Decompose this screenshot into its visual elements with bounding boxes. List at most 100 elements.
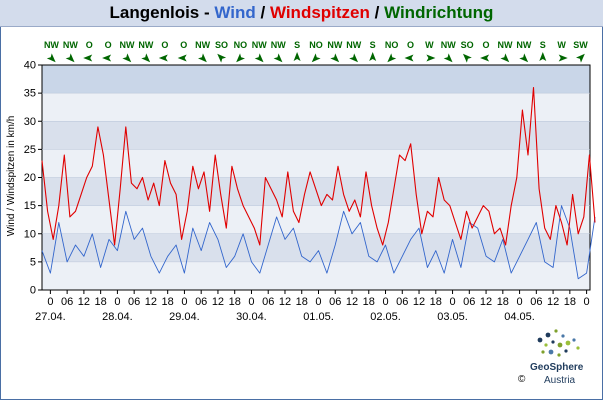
title-gusts: Windspitzen [269, 3, 370, 22]
logo-dot [545, 332, 551, 338]
y-tick-label: 15 [24, 200, 36, 212]
y-tick-label: 40 [24, 60, 36, 72]
arrow-head [462, 53, 472, 63]
arrow-head [141, 53, 151, 63]
direction-label: NW [346, 40, 361, 50]
arrow-head [65, 53, 75, 63]
logo-dot [565, 340, 571, 346]
band-20 [42, 149, 590, 178]
direction-arrow-icon [83, 54, 93, 62]
x-tick-label: 06 [195, 296, 207, 308]
logo-dot [541, 350, 545, 354]
direction-arrow-icon [387, 53, 397, 63]
arrow-head [273, 53, 283, 63]
x-tick-label: 12 [547, 296, 559, 308]
x-tick-label: 0 [47, 296, 53, 308]
arrow-head [122, 53, 132, 63]
logo-dot [561, 334, 565, 338]
arrow-head [426, 54, 436, 62]
geosphere-logo-icon [537, 329, 580, 357]
y-tick-label: 10 [24, 228, 36, 240]
x-tick-label: 12 [78, 296, 90, 308]
arrow-head [539, 52, 547, 61]
direction-label: NW [252, 40, 267, 50]
x-tick-label: 0 [382, 296, 388, 308]
direction-label: S [540, 40, 546, 50]
logo-dot [572, 338, 576, 342]
arrow-head [519, 53, 529, 63]
direction-arrow-icon [177, 54, 187, 62]
x-tick-label: 0 [517, 296, 523, 308]
series-gusts [41, 86, 596, 246]
x-tick-label: 06 [61, 296, 73, 308]
arrow-head [500, 53, 510, 63]
direction-arrow-icon [217, 53, 227, 63]
line-gusts [41, 86, 596, 246]
direction-label: O [105, 40, 112, 50]
x-tick-label: 06 [463, 296, 475, 308]
arrow-head [46, 53, 56, 63]
x-tick-label: 06 [128, 296, 140, 308]
logo-dot [557, 342, 563, 348]
direction-row: NW NW O O NW NW O O NW SO NO NW NW S NO NW NW S NO O W NW SO O N… [44, 40, 588, 63]
direction-label: NW [120, 40, 135, 50]
arrow-head [254, 53, 264, 63]
gridlines [42, 92, 590, 263]
x-tick-label: 18 [296, 296, 308, 308]
x-tick-label: 12 [145, 296, 157, 308]
arrow-head [311, 53, 321, 63]
direction-label: W [557, 40, 566, 50]
x-date-label: 30.04. [236, 311, 267, 323]
arrow-head [387, 53, 397, 63]
direction-arrow-icon [122, 53, 132, 63]
y-tick-label: 0 [30, 285, 36, 297]
title-bar: Langenlois - Wind / Windspitzen / Windri… [0, 0, 603, 27]
direction-label: NW [271, 40, 286, 50]
arrow-head [349, 53, 359, 63]
direction-label: W [425, 40, 434, 50]
arrow-head [198, 53, 207, 63]
arrow-head [236, 53, 245, 63]
arrow-head [330, 53, 340, 63]
y-tick-label: 30 [24, 116, 36, 128]
x-date-label: 28.04. [102, 311, 133, 323]
x-tick-label: 12 [346, 296, 358, 308]
direction-label: NO [385, 40, 399, 50]
x-tick-label: 06 [530, 296, 542, 308]
x-tick-label: 12 [279, 296, 291, 308]
arrow-head [217, 53, 227, 63]
y-tick-label: 5 [30, 256, 36, 268]
direction-arrow-icon [558, 54, 568, 62]
y-tick-label: 20 [24, 172, 36, 184]
x-tick-label: 0 [449, 296, 455, 308]
direction-label: O [483, 40, 490, 50]
title-direction: Windrichtung [384, 3, 494, 22]
x-date-label: 27.04. [35, 311, 66, 323]
x-tick-label: 0 [114, 296, 120, 308]
direction-arrow-icon [576, 53, 585, 63]
direction-label: O [161, 40, 168, 50]
direction-arrow-icon [369, 52, 377, 61]
band-30 [42, 93, 590, 122]
x-tick-label: 12 [212, 296, 224, 308]
direction-arrow-icon [349, 53, 359, 63]
arrow-head [177, 54, 187, 62]
x-date-label: 03.05. [437, 311, 468, 323]
x-tick-label: 18 [497, 296, 509, 308]
direction-label: NW [497, 40, 512, 50]
title-location: Langenlois [109, 3, 200, 22]
x-tick-label: 0 [584, 296, 590, 308]
logo-dot [564, 349, 568, 353]
direction-arrow-icon [141, 53, 151, 63]
arrow-head [83, 54, 93, 62]
x-tick-label: 18 [564, 296, 576, 308]
band-5 [42, 233, 590, 262]
direction-arrow-icon [500, 53, 510, 63]
direction-label: NW [441, 40, 456, 50]
x-date-label: 29.04. [169, 311, 200, 323]
x-tick-label: 18 [162, 296, 174, 308]
y-axis-label: Wind / Windspitzen in km/h [6, 116, 17, 237]
direction-arrow-icon [198, 53, 207, 63]
x-date-label: 02.05. [370, 311, 401, 323]
direction-label: NW [327, 40, 342, 50]
